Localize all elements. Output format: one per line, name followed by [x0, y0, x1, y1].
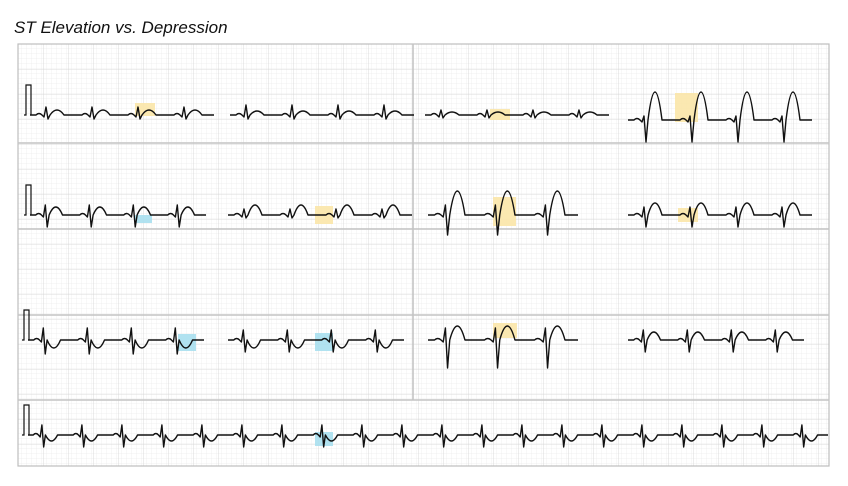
elevation-highlight	[135, 103, 155, 116]
elevation-highlight	[493, 323, 517, 338]
separators	[18, 44, 829, 401]
ecg-trace	[28, 327, 204, 355]
ecg-trace	[230, 104, 414, 120]
highlights	[135, 93, 698, 446]
calibration-pulse	[24, 84, 32, 116]
ecg-trace	[628, 202, 812, 228]
ecg-trace	[628, 91, 812, 143]
ecg-trace	[30, 204, 206, 228]
elevation-highlight	[675, 93, 698, 122]
calibration-pulse	[22, 404, 30, 436]
ecg-trace	[28, 424, 828, 448]
calibration-pulse	[24, 184, 32, 216]
ecg-trace	[30, 106, 214, 120]
calibration-pulse	[22, 309, 30, 341]
ecg-trace	[425, 109, 609, 119]
elevation-highlight	[490, 109, 510, 120]
ecg-trace	[228, 204, 412, 219]
ecg-trace	[628, 329, 804, 353]
title: ST Elevation vs. Depression	[14, 18, 228, 37]
ecg-trace	[428, 325, 578, 369]
depression-highlight	[135, 215, 152, 223]
depression-highlight	[315, 333, 333, 351]
ecg-trace	[428, 190, 578, 236]
ecg-trace	[228, 329, 404, 353]
waveforms	[22, 84, 828, 448]
